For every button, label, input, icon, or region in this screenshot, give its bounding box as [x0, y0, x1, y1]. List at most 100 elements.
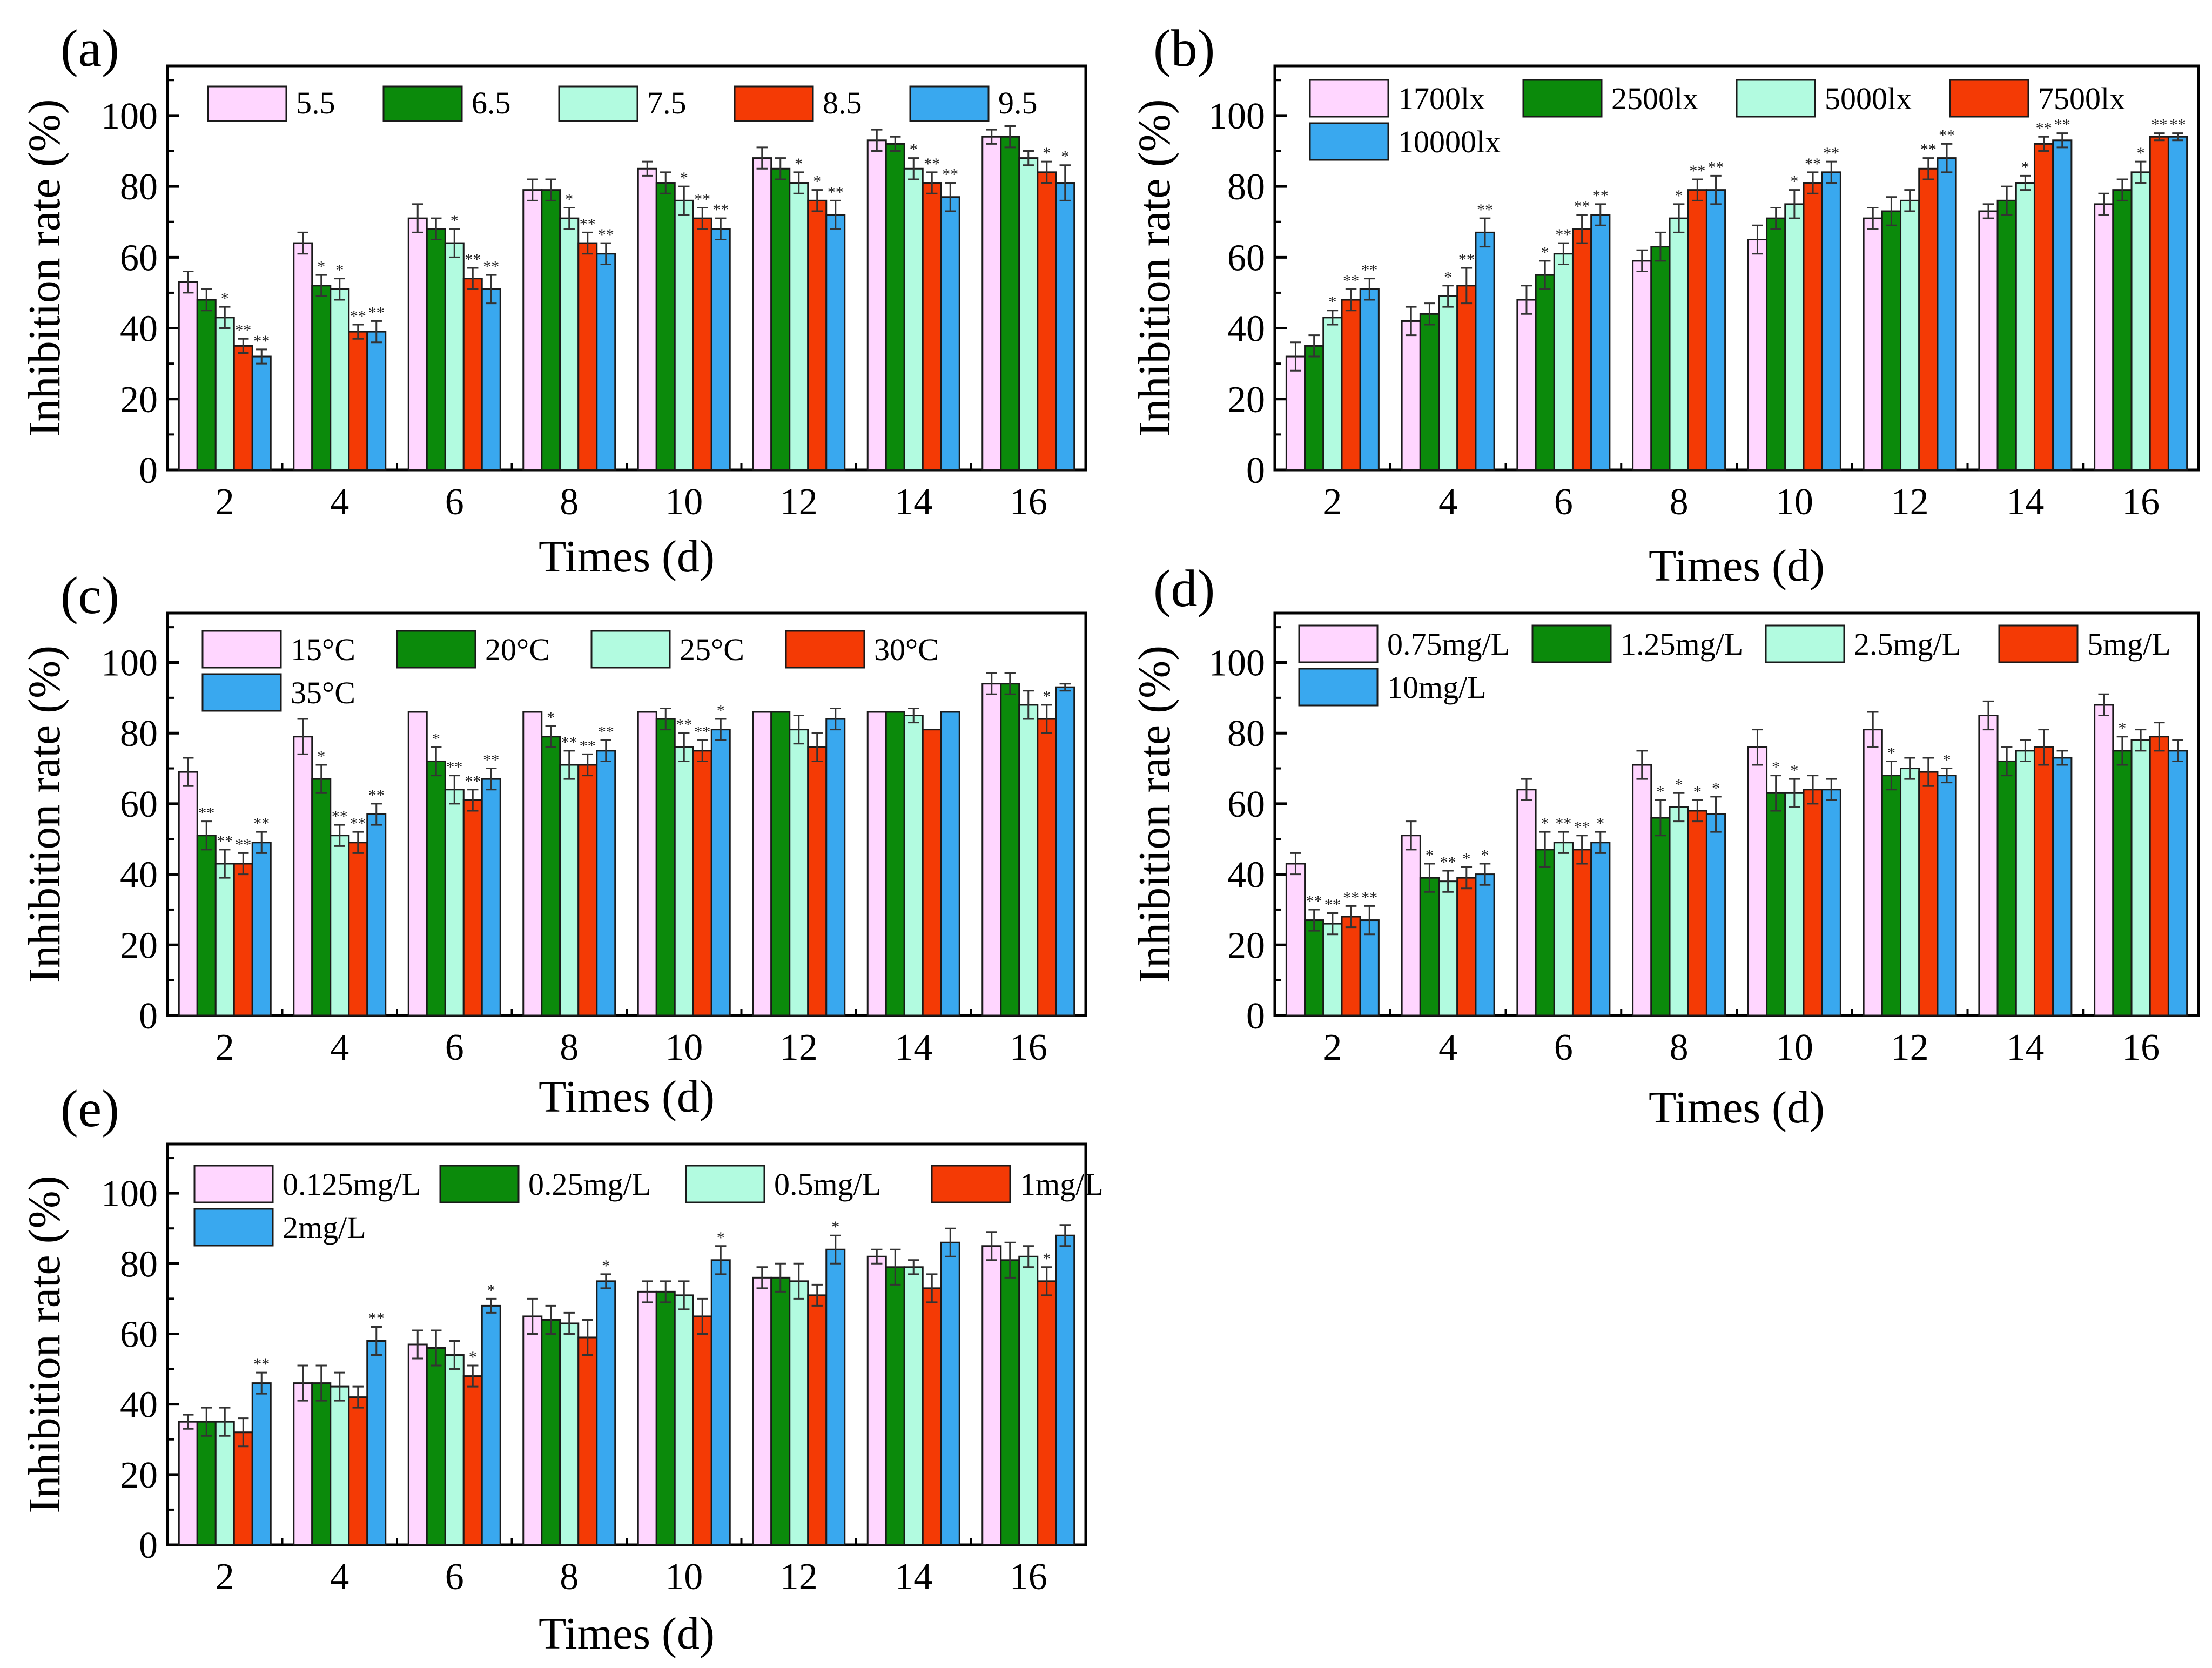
- significance-mark: **: [350, 815, 366, 832]
- bar-c-s4-c7: [1055, 686, 1075, 1017]
- significance-mark: *: [1943, 751, 1951, 769]
- significance-mark: **: [1592, 187, 1609, 205]
- legend-swatch: [193, 1165, 274, 1203]
- significance-mark: *: [1426, 846, 1434, 864]
- x-tick-label: 2: [216, 1556, 234, 1598]
- significance-mark: **: [1555, 815, 1571, 832]
- bar-d-s4-c6: [2052, 757, 2073, 1017]
- bar-d-s3-c5: [1918, 771, 1939, 1017]
- panel-label: (e): [60, 1080, 119, 1138]
- bar-e-s4-c5: [825, 1248, 846, 1546]
- bar-b-s2-c2: [1553, 253, 1574, 471]
- bar-a-s0-c3: [522, 189, 543, 471]
- significance-mark: *: [1675, 187, 1683, 205]
- bar-a-s3-c7: [1037, 171, 1057, 471]
- bar-d-s1-c6: [1996, 760, 2017, 1017]
- legend-label: 35°C: [291, 675, 355, 710]
- x-tick-label: 16: [2122, 481, 2160, 523]
- legend-swatch: [1298, 668, 1379, 707]
- bar-e-s1-c3: [541, 1319, 561, 1546]
- significance-mark: **: [1306, 892, 1322, 910]
- legend-label: 5mg/L: [2087, 627, 2171, 662]
- bar-e-s2-c0: [214, 1421, 235, 1546]
- bar-a-s4-c0: [251, 355, 272, 471]
- significance-mark: **: [580, 215, 596, 233]
- bar-a-s1-c5: [770, 167, 791, 471]
- bar-c-s0-c4: [637, 711, 657, 1017]
- bar-b-s2-c3: [1669, 217, 1689, 471]
- bar-a-s2-c0: [214, 317, 235, 471]
- bar-c-s2-c1: [330, 835, 350, 1017]
- significance-mark: **: [2151, 116, 2167, 134]
- bar-d-s4-c7: [2167, 750, 2188, 1017]
- significance-mark: **: [198, 804, 214, 822]
- legend-label: 30°C: [874, 632, 939, 667]
- x-tick-label: 4: [330, 1027, 349, 1068]
- significance-mark: **: [368, 786, 385, 804]
- y-tick-label: 40: [120, 308, 158, 350]
- y-tick-label: 60: [120, 784, 158, 825]
- legend-label: 10000lx: [1398, 124, 1501, 159]
- significance-mark: *: [795, 155, 803, 173]
- bar-c-s0-c2: [407, 711, 428, 1017]
- bar-b-s2-c7: [2130, 171, 2151, 471]
- bar-b-s1-c7: [2112, 189, 2133, 471]
- bar-b-s3-c4: [1803, 182, 1823, 471]
- significance-mark: *: [680, 169, 688, 187]
- bar-a-s3-c6: [922, 182, 942, 471]
- legend-label: 8.5: [823, 85, 862, 120]
- significance-mark: *: [1541, 244, 1549, 261]
- bar-d-s0-c6: [1978, 715, 1999, 1017]
- bar-e-s2-c6: [903, 1266, 924, 1546]
- legend-swatch: [1522, 79, 1603, 118]
- legend-swatch: [439, 1165, 520, 1203]
- bar-c-s2-c4: [674, 746, 694, 1017]
- bar-c-s3-c4: [692, 750, 712, 1017]
- legend-label: 7500lx: [2038, 81, 2125, 116]
- panel-label: (d): [1153, 560, 1215, 618]
- legend-label: 1.25mg/L: [1621, 627, 1743, 662]
- bar-b-s1-c3: [1650, 246, 1671, 471]
- bar-e-s0-c3: [522, 1315, 543, 1546]
- bar-d-s0-c2: [1516, 789, 1537, 1017]
- bar-c-s0-c1: [293, 736, 313, 1017]
- x-tick-label: 8: [560, 1556, 579, 1598]
- x-tick-label: 16: [1010, 481, 1047, 523]
- significance-mark: *: [1444, 268, 1452, 286]
- bar-a-s4-c2: [481, 288, 501, 471]
- significance-mark: *: [602, 1257, 610, 1275]
- x-tick-label: 10: [1776, 1027, 1813, 1068]
- significance-mark: **: [2054, 116, 2070, 134]
- y-tick-label: 20: [1227, 379, 1265, 421]
- significance-mark: **: [235, 321, 251, 339]
- bar-b-s3-c3: [1687, 189, 1707, 471]
- bar-a-s4-c1: [366, 331, 387, 471]
- significance-mark: **: [924, 155, 940, 173]
- bar-c-s3-c0: [233, 863, 253, 1017]
- bar-a-s0-c4: [637, 167, 657, 471]
- significance-mark: *: [2118, 719, 2126, 737]
- bar-a-s1-c6: [885, 143, 905, 471]
- x-axis-title: Times (d): [1649, 1082, 1825, 1133]
- bar-d-s3-c0: [1341, 916, 1361, 1017]
- y-tick-label: 100: [101, 642, 158, 684]
- significance-mark: *: [547, 709, 555, 727]
- significance-mark: *: [565, 190, 573, 208]
- x-tick-label: 8: [1670, 481, 1689, 523]
- legend-label: 25°C: [680, 632, 744, 667]
- bar-a-s1-c4: [655, 182, 676, 471]
- significance-mark: *: [717, 702, 725, 719]
- legend-swatch: [558, 85, 638, 122]
- bar-a-s0-c7: [981, 136, 1002, 471]
- bar-b-s0-c5: [1863, 217, 1883, 471]
- legend-label: 0.25mg/L: [528, 1167, 651, 1202]
- x-tick-label: 2: [1323, 481, 1342, 523]
- significance-mark: **: [1939, 126, 1955, 144]
- bar-a-s2-c2: [444, 242, 465, 471]
- y-tick-label: 80: [1227, 713, 1265, 755]
- bar-d-s2-c6: [2015, 750, 2035, 1017]
- significance-mark: **: [561, 734, 577, 751]
- bar-d-s2-c4: [1784, 792, 1805, 1017]
